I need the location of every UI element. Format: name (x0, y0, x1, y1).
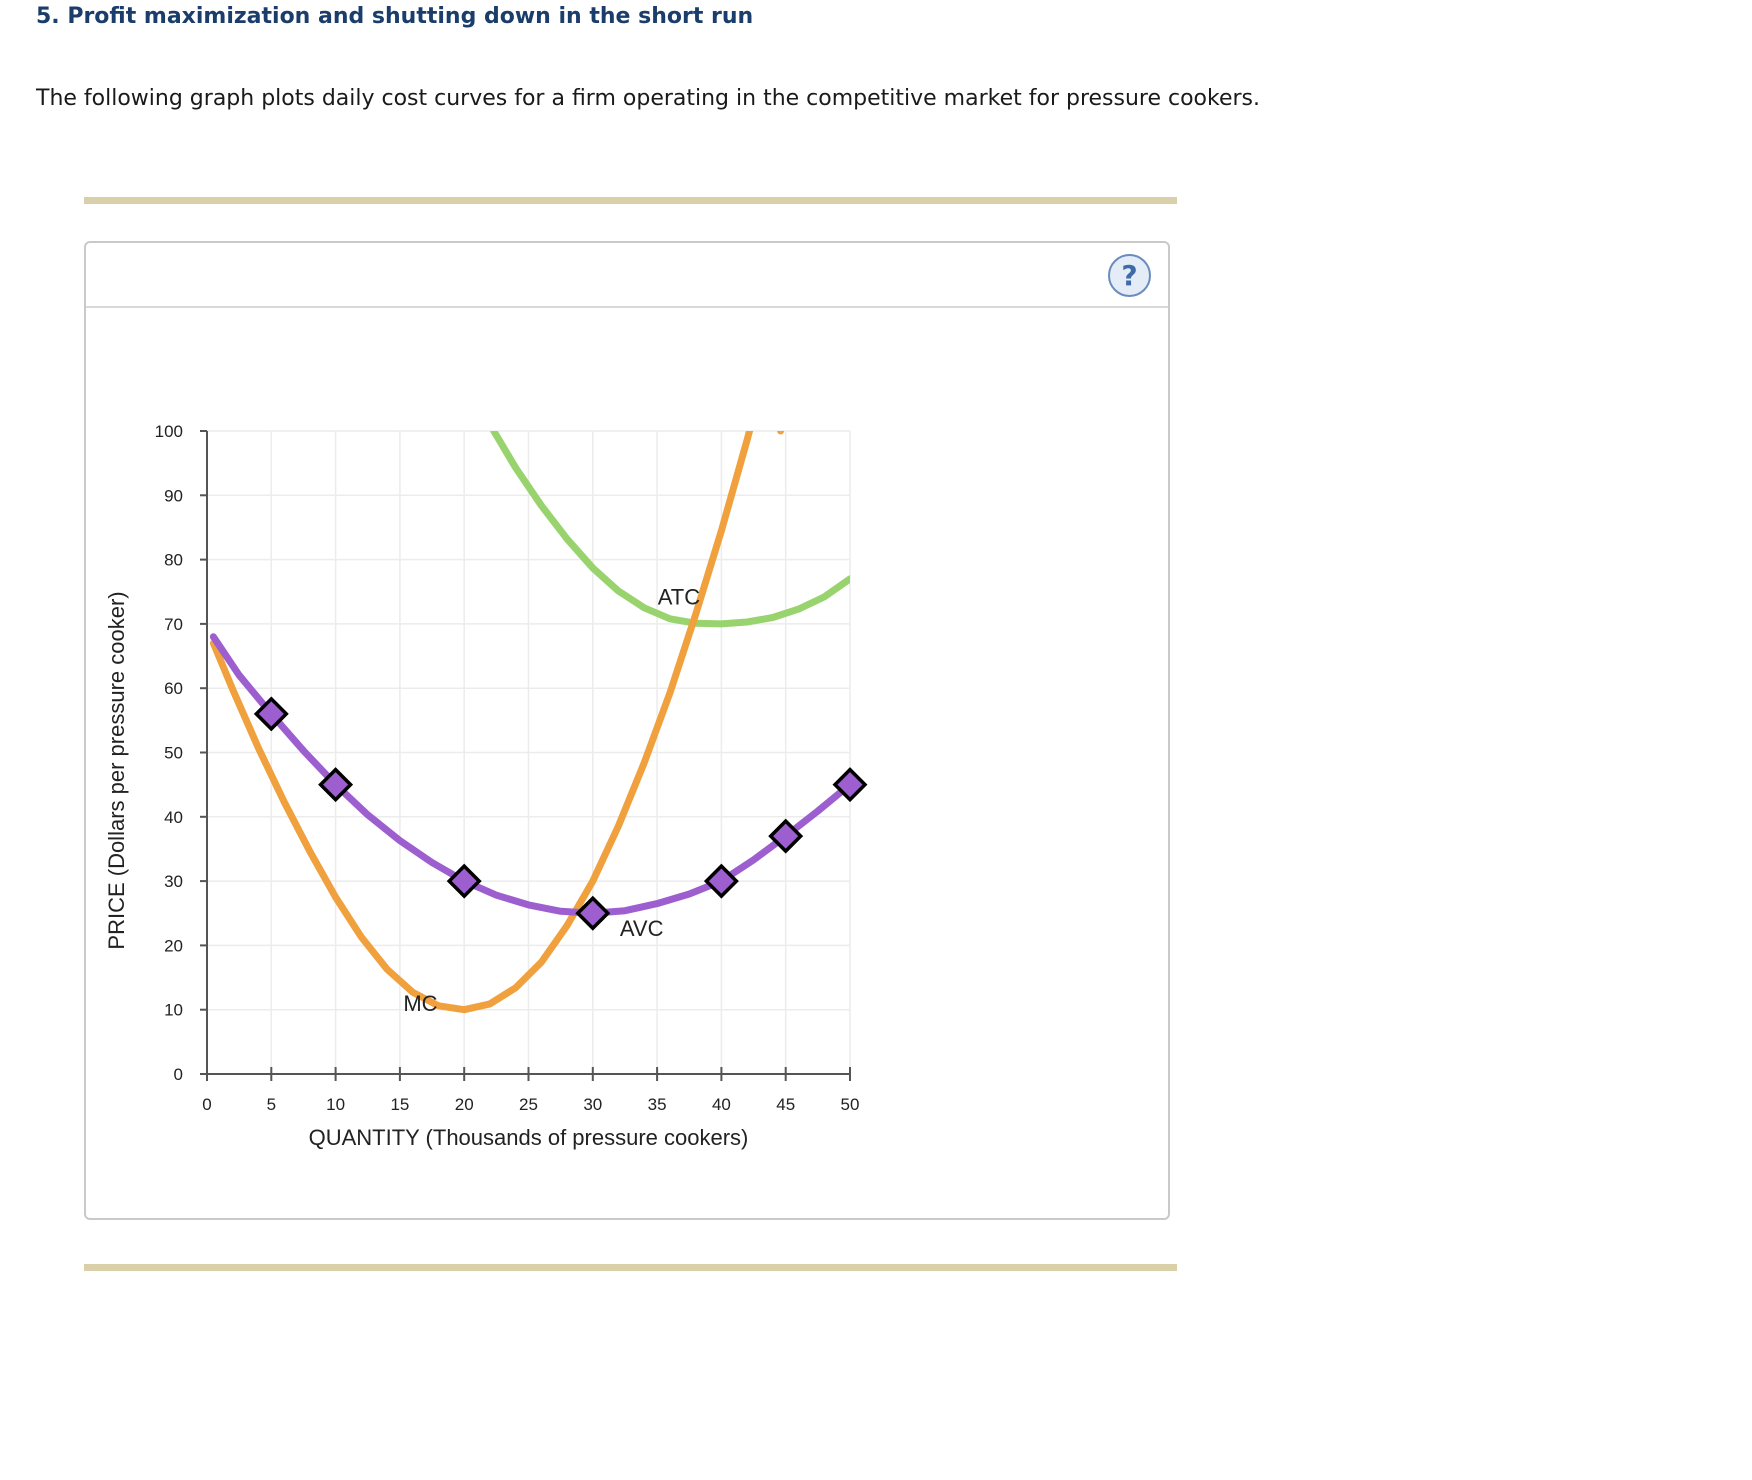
cost-curves-chart: 0 10 20 30 40 50 60 70 80 90 100 0 5 10 15 20 25 30 35 40 45… (104, 422, 868, 1150)
top-divider (84, 197, 1177, 204)
atc-label: ATC (658, 585, 700, 610)
graph-panel-header: ? (86, 243, 1168, 308)
x-tick-label: 0 (202, 1095, 211, 1114)
graph-panel: ? 0 10 20 30 40 50 60 70 80 90 100 0 5 10 15 20 25 30 35 40… (84, 241, 1170, 1220)
x-tick-label: 40 (712, 1095, 731, 1114)
x-tick-label: 45 (776, 1095, 795, 1114)
question-intro: The following graph plots daily cost cur… (36, 86, 1261, 111)
y-tick-label: 80 (164, 551, 183, 570)
question-heading: 5. Profit maximization and shutting down… (36, 4, 754, 29)
x-tick-label: 50 (841, 1095, 860, 1114)
y-tick-label: 30 (164, 872, 183, 891)
y-tick-label: 10 (164, 1001, 183, 1020)
avc-curve (209, 633, 850, 917)
help-button[interactable]: ? (1108, 254, 1151, 297)
avc-point-45[interactable] (768, 818, 804, 854)
x-tick-label: 10 (326, 1095, 345, 1114)
x-tick-label: 15 (390, 1095, 409, 1114)
markers (253, 696, 868, 931)
y-tick-label: 50 (164, 744, 183, 763)
avc-point-20[interactable] (446, 863, 482, 899)
y-tick-label: 60 (164, 679, 183, 698)
atc-curve (490, 431, 850, 628)
x-tick-label: 5 (267, 1095, 276, 1114)
avc-label: AVC (620, 916, 664, 941)
x-tick-label: 30 (583, 1095, 602, 1114)
y-tick-label: 40 (164, 808, 183, 827)
y-tick-label: 100 (155, 422, 183, 441)
y-axis-label: PRICE (Dollars per pressure cooker) (104, 591, 129, 949)
avc-point-40[interactable] (703, 863, 739, 899)
mc-label: MC (403, 991, 437, 1016)
curves (209, 431, 850, 1014)
x-axis-label: QUANTITY (Thousands of pressure cookers) (309, 1125, 749, 1150)
help-icon: ? (1121, 258, 1138, 292)
avc-point-50[interactable] (832, 767, 868, 803)
mc-curve (209, 431, 785, 1014)
x-tick-label: 35 (648, 1095, 667, 1114)
x-tick-label: 25 (519, 1095, 538, 1114)
avc-point-5[interactable] (253, 696, 289, 732)
avc-point-10[interactable] (318, 767, 354, 803)
labels: ATC MC AVC (403, 585, 700, 1016)
y-tick-label: 0 (174, 1065, 183, 1084)
y-tick-label: 90 (164, 486, 183, 505)
bottom-divider (84, 1264, 1177, 1271)
y-tick-label: 20 (164, 936, 183, 955)
x-tick-label: 20 (455, 1095, 474, 1114)
y-tick-label: 70 (164, 615, 183, 634)
avc-point-30[interactable] (575, 895, 611, 931)
axes: 0 10 20 30 40 50 60 70 80 90 100 0 5 10 15 20 25 30 35 40 45… (104, 422, 859, 1150)
